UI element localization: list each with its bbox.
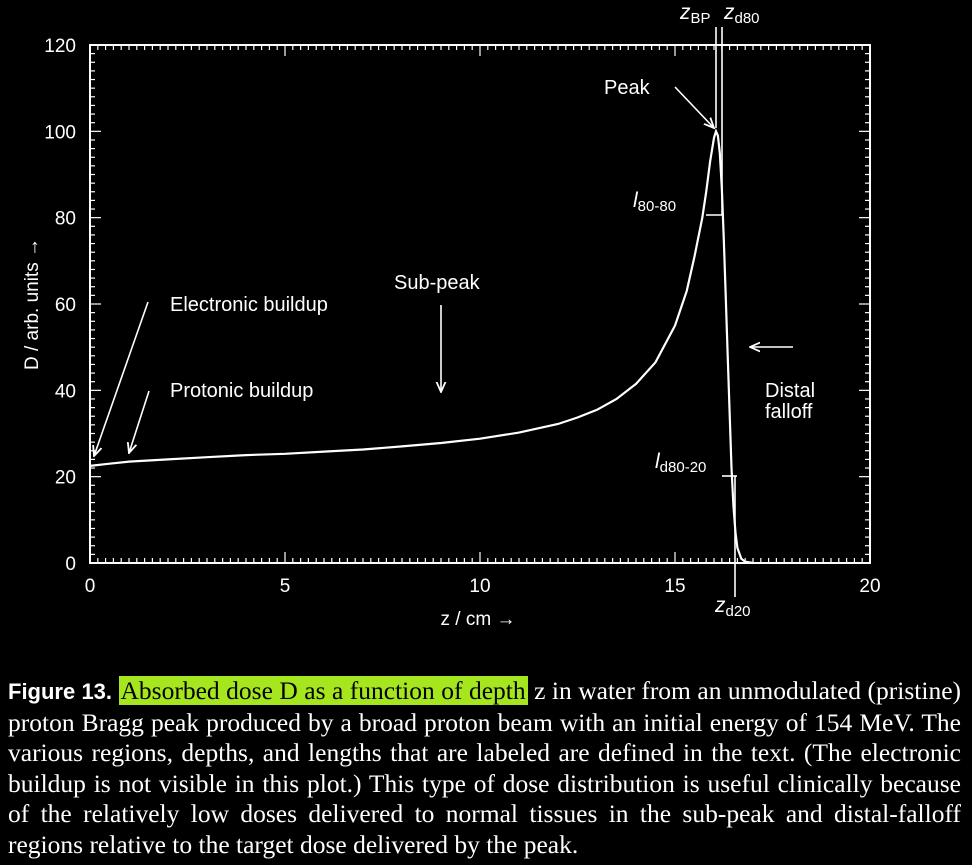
y-tick-label: 120 (44, 36, 76, 57)
y-tick-label: 80 (55, 209, 76, 230)
figure-caption: Figure 13. Absorbed dose D as a function… (8, 676, 961, 860)
x-tick-labels: 0 5 10 15 20 (85, 576, 881, 597)
protonic-buildup-label: Protonic buildup (170, 380, 313, 402)
caption-highlighted-text: Absorbed dose D as a function of depth (118, 676, 528, 705)
y-tick-label: 60 (55, 295, 76, 316)
x-tick-label: 20 (859, 576, 880, 597)
figure-label: Figure 13. (8, 679, 113, 704)
y-tick-label: 100 (44, 122, 76, 143)
distal-falloff-label-line2: falloff (765, 401, 813, 423)
y-axis-label: D / arb. units → (22, 238, 43, 370)
caption-body-text: z in water from an unmodulated (pristine… (8, 676, 962, 859)
electronic-buildup-arrow (94, 301, 149, 456)
peak-arrow (674, 86, 714, 128)
axis-ticks (89, 44, 871, 564)
bragg-peak-chart: 0 5 10 15 20 0 20 40 60 80 100 120 z / cm → D / ar… (22, 1, 881, 630)
z-d80-label: zd80 (723, 1, 760, 27)
z-bp-label: zBP (679, 1, 711, 27)
electronic-buildup-label: Electronic buildup (170, 294, 328, 316)
y-tick-labels: 0 20 40 60 80 100 120 (44, 36, 76, 575)
x-axis-label: z / cm → (441, 609, 516, 630)
peak-label: Peak (604, 77, 651, 99)
y-tick-label: 40 (55, 381, 76, 402)
l-80-80-label: l80-80 (633, 189, 676, 215)
protonic-buildup-arrow (129, 390, 150, 453)
distal-falloff-label-line1: Distal (765, 380, 815, 402)
x-tick-label: 5 (280, 576, 291, 597)
z-d20-label: zd20 (714, 594, 751, 620)
y-tick-label: 0 (65, 554, 76, 575)
x-tick-label: 15 (664, 576, 685, 597)
x-tick-label: 0 (85, 576, 96, 597)
y-tick-label: 20 (55, 468, 76, 489)
annotation-lines (94, 27, 793, 597)
dose-curve (89, 128, 754, 565)
sub-peak-label: Sub-peak (394, 272, 481, 294)
l-d80-20-label: ld80-20 (655, 450, 706, 476)
x-tick-label: 10 (469, 576, 490, 597)
